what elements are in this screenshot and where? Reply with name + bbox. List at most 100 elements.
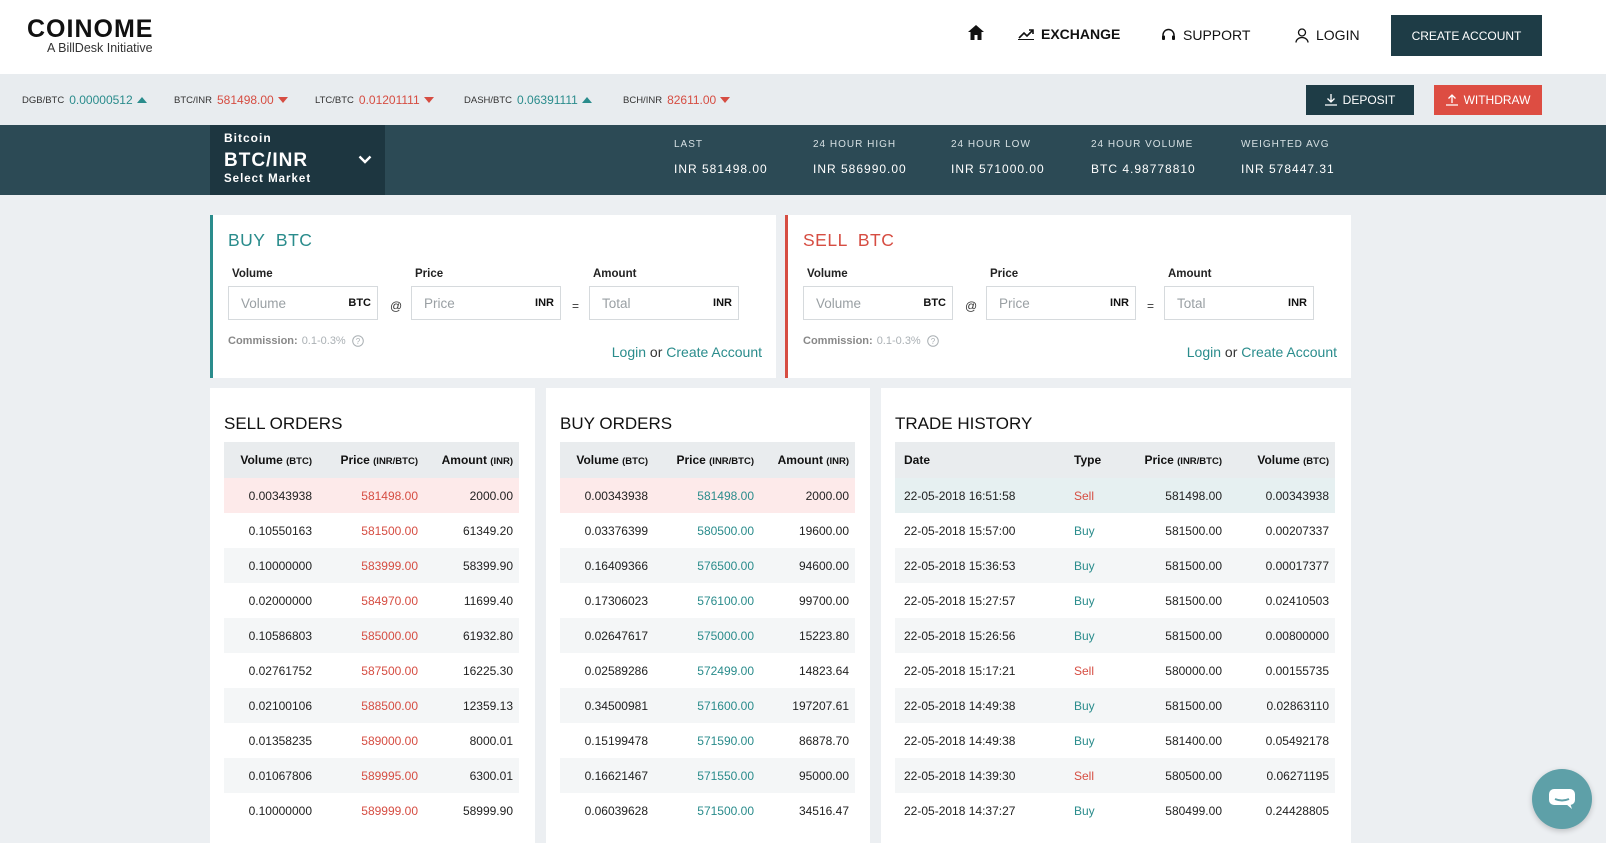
trade-history-panel: TRADE HISTORY Date Type Price (INR/BTC) … xyxy=(881,388,1351,843)
price-cell: 581498.00 xyxy=(1165,488,1222,503)
table-row[interactable]: 0.17306023 576100.00 99700.00 xyxy=(560,583,855,618)
chevron-down-icon xyxy=(358,155,372,164)
buy-orders-body: 0.00343938 581498.00 2000.00 0.03376399 5805… xyxy=(560,478,855,828)
table-row[interactable]: 0.16409366 576500.00 94600.00 xyxy=(560,548,855,583)
buy-amount-input[interactable]: Total INR xyxy=(589,286,739,320)
table-row[interactable]: 22-05-2018 15:17:21 Sell 580000.00 0.001557… xyxy=(895,653,1335,688)
support-nav-link[interactable]: SUPPORT xyxy=(1161,27,1250,43)
help-icon[interactable]: ? xyxy=(926,335,939,347)
amount-cell: 12359.13 xyxy=(462,698,513,713)
table-row[interactable]: 22-05-2018 15:57:00 Buy 581500.00 0.0020733… xyxy=(895,513,1335,548)
sell-amount-input[interactable]: Total INR xyxy=(1164,286,1314,320)
price-cell: 575000.00 xyxy=(697,628,754,643)
type-cell: Sell xyxy=(1074,488,1095,503)
table-row[interactable]: 22-05-2018 14:39:30 Sell 580500.00 0.062711… xyxy=(895,758,1335,793)
table-row[interactable]: 0.06039628 571500.00 34516.47 xyxy=(560,793,855,828)
ticker-value: 82611.00 xyxy=(667,93,717,107)
arrow-down-icon xyxy=(277,97,288,103)
table-row[interactable]: 0.02761752 587500.00 16225.30 xyxy=(224,653,519,688)
deposit-button[interactable]: DEPOSIT xyxy=(1306,85,1414,115)
ticker-item-dgb-btc[interactable]: DGB/BTC 0.00000512 xyxy=(22,93,147,107)
market-selector[interactable]: Bitcoin BTC/INR Select Market xyxy=(210,125,385,195)
logo-tagline: A BillDesk Initiative xyxy=(47,41,153,55)
volume-label: Volume xyxy=(232,268,273,280)
volume-cell: 0.00155735 xyxy=(1265,663,1329,678)
volume-label: Volume xyxy=(807,268,848,280)
equals-symbol: = xyxy=(1147,299,1155,313)
table-row[interactable]: 0.15199478 571590.00 86878.70 xyxy=(560,723,855,758)
market-pair: BTC/INR xyxy=(224,150,309,171)
date-cell: 22-05-2018 15:17:21 xyxy=(904,663,1016,678)
table-row[interactable]: 22-05-2018 15:26:56 Buy 581500.00 0.0080000… xyxy=(895,618,1335,653)
date-cell: 22-05-2018 14:37:27 xyxy=(904,803,1016,818)
ticker-item-btc-inr[interactable]: BTC/INR 581498.00 xyxy=(174,93,288,107)
buy-price-input[interactable]: Price INR xyxy=(411,286,561,320)
table-row[interactable]: 0.16621467 571550.00 95000.00 xyxy=(560,758,855,793)
ticker-value: 581498.00 xyxy=(217,93,274,107)
user-icon xyxy=(1295,27,1309,43)
logo-name: COINOME xyxy=(27,15,154,43)
table-row[interactable]: 0.02100106 588500.00 12359.13 xyxy=(224,688,519,723)
table-header: Volume (BTC) Price (INR/BTC) Amount (INR… xyxy=(560,442,855,478)
input-placeholder: Total xyxy=(1177,295,1206,311)
table-row[interactable]: 0.10550163 581500.00 61349.20 xyxy=(224,513,519,548)
col-date: Date xyxy=(904,453,931,467)
table-row[interactable]: 0.01067806 589995.00 6300.01 xyxy=(224,758,519,793)
volume-cell: 0.34500981 xyxy=(584,698,648,713)
table-row[interactable]: 22-05-2018 16:51:58 Sell 581498.00 0.003439… xyxy=(895,478,1335,513)
input-placeholder: Total xyxy=(602,295,631,311)
amount-label: Amount xyxy=(1168,268,1212,280)
exchange-nav-link[interactable]: EXCHANGE xyxy=(1018,26,1120,42)
home-icon xyxy=(968,25,984,40)
table-row[interactable]: 0.10000000 589999.00 58999.90 xyxy=(224,793,519,828)
help-icon[interactable]: ? xyxy=(351,335,364,347)
price-cell: 589000.00 xyxy=(361,733,418,748)
table-row[interactable]: 22-05-2018 14:49:38 Buy 581400.00 0.0549217… xyxy=(895,723,1335,758)
date-cell: 22-05-2018 15:36:53 xyxy=(904,558,1016,573)
table-row[interactable]: 0.02589286 572499.00 14823.64 xyxy=(560,653,855,688)
chat-widget-button[interactable] xyxy=(1532,769,1592,829)
amount-cell: 8000.01 xyxy=(469,733,513,748)
col-type: Type xyxy=(1074,453,1102,467)
sell-orders-title: SELL ORDERS xyxy=(224,414,343,433)
price-cell: 589999.00 xyxy=(361,803,418,818)
sell-price-input[interactable]: Price INR xyxy=(986,286,1136,320)
create-account-link[interactable]: Create Account xyxy=(666,344,762,360)
stat-value: BTC 4.98778810 xyxy=(1091,162,1196,176)
price-cell: 585000.00 xyxy=(361,628,418,643)
table-row[interactable]: 0.00343938 581498.00 2000.00 xyxy=(224,478,519,513)
sell-volume-input[interactable]: Volume BTC xyxy=(803,286,953,320)
table-row[interactable]: 22-05-2018 14:49:38 Buy 581500.00 0.0286311… xyxy=(895,688,1335,723)
table-row[interactable]: 0.10586803 585000.00 61932.80 xyxy=(224,618,519,653)
create-account-link[interactable]: Create Account xyxy=(1241,344,1337,360)
amount-cell: 2000.00 xyxy=(469,488,513,503)
table-row[interactable]: 0.02647617 575000.00 15223.80 xyxy=(560,618,855,653)
withdraw-button[interactable]: WITHDRAW xyxy=(1434,85,1542,115)
table-row[interactable]: 22-05-2018 15:27:57 Buy 581500.00 0.0241050… xyxy=(895,583,1335,618)
table-row[interactable]: 0.03376399 580500.00 19600.00 xyxy=(560,513,855,548)
login-link[interactable]: Login xyxy=(1186,344,1222,360)
commission-value: 0.1-0.3% xyxy=(876,335,921,347)
volume-cell: 0.06039628 xyxy=(584,803,648,818)
create-account-button[interactable]: CREATE ACCOUNT xyxy=(1391,15,1542,56)
table-row[interactable]: 0.01358235 589000.00 8000.01 xyxy=(224,723,519,758)
table-row[interactable]: 22-05-2018 14:37:27 Buy 580499.00 0.2442880… xyxy=(895,793,1335,828)
table-row[interactable]: 22-05-2018 15:36:53 Buy 581500.00 0.0001737… xyxy=(895,548,1335,583)
ticker-item-ltc-btc[interactable]: LTC/BTC 0.01201111 xyxy=(315,93,434,107)
table-row[interactable]: 0.02000000 584970.00 11699.40 xyxy=(224,583,519,618)
buy-volume-input[interactable]: Volume BTC xyxy=(228,286,378,320)
home-nav-link[interactable] xyxy=(968,25,991,40)
table-row[interactable]: 0.10000000 583999.00 58399.90 xyxy=(224,548,519,583)
trade-history-title: TRADE HISTORY xyxy=(895,414,1033,433)
amount-cell: 95000.00 xyxy=(798,768,849,783)
login-nav-link[interactable]: LOGIN xyxy=(1295,27,1360,43)
input-placeholder: Volume xyxy=(241,295,287,311)
table-row[interactable]: 0.00343938 581498.00 2000.00 xyxy=(560,478,855,513)
ticker-item-bch-inr[interactable]: BCH/INR 82611.00 xyxy=(623,93,731,107)
coinome-logo[interactable]: COINOME A BillDesk Initiative xyxy=(27,15,154,56)
volume-cell: 0.00343938 xyxy=(584,488,648,503)
volume-cell: 0.06271195 xyxy=(1266,768,1329,783)
ticker-item-dash-btc[interactable]: DASH/BTC 0.06391111 xyxy=(464,93,592,107)
table-row[interactable]: 0.34500981 571600.00 197207.61 xyxy=(560,688,855,723)
login-link[interactable]: Login xyxy=(611,344,647,360)
